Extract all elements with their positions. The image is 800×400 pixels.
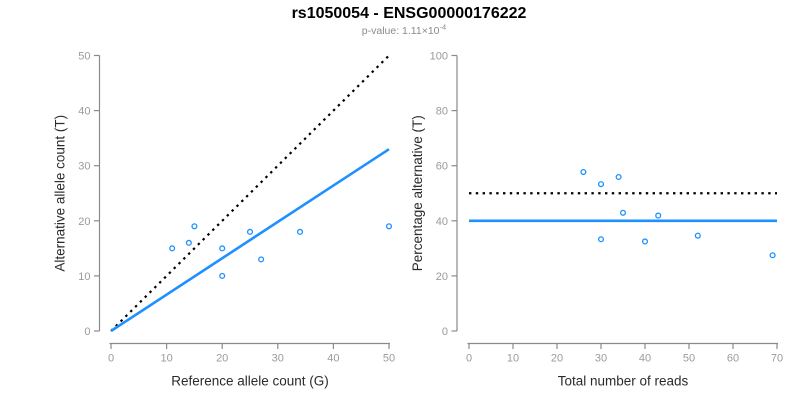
x-tick-label: 40 [327,353,339,365]
data-point [655,212,662,219]
data-point [258,256,265,263]
data-point [641,238,649,245]
y-tick-label: 30 [78,161,90,173]
x-tick-label: 20 [551,353,563,365]
x-axis-title: Total number of reads [558,374,689,389]
y-tick-label: 40 [436,216,448,228]
data-point [385,223,393,230]
y-axis-title: Alternative allele count (T) [53,115,68,272]
data-point [597,181,605,188]
y-tick-label: 60 [436,161,448,173]
x-tick-label: 70 [771,353,783,365]
x-tick-label: 60 [727,353,739,365]
identity-line [110,54,390,332]
figure-subtitle: p-value: 1.11×10-4 [4,22,800,37]
x-tick-label: 0 [466,353,472,365]
x-tick-label: 10 [160,353,172,365]
y-tick-label: 10 [78,271,90,283]
x-axis-title: Reference allele count (G) [171,374,329,389]
x-tick-label: 30 [272,353,284,365]
y-tick-label: 40 [78,106,90,118]
data-point [219,245,226,252]
x-tick-label: 50 [683,353,695,365]
data-point [169,245,176,252]
data-point [615,173,622,181]
figure-title: rs1050054 - ENSG00000176222 [291,5,527,22]
y-tick-label: 20 [78,216,90,228]
data-point [185,239,192,246]
left-plot: 0 10 20 30 40 50 0 10 20 30 40 50 Reference allele c… [53,51,396,389]
y-axis-title: Percentage alternative (T) [410,115,425,271]
data-point [296,228,304,235]
regression-line [110,148,390,333]
x-tick-label: 50 [383,353,395,365]
p-value-text: p-value: 1.11×10 [361,25,440,37]
right-plot: 0 20 40 60 80 100 0 10 20 30 40 50 60 70 Total number … [410,51,783,389]
x-tick-label: 30 [595,353,607,365]
x-tick-label: 0 [108,353,114,365]
y-tick-label: 0 [84,326,90,338]
y-tick-label: 20 [436,271,448,283]
data-point [694,232,701,239]
y-tick-label: 0 [442,326,448,338]
y-tick-label: 100 [430,51,448,63]
y-tick-label: 50 [78,51,90,63]
data-point [191,223,198,230]
data-point [580,168,587,176]
data-point [246,228,254,235]
x-tick-label: 20 [216,353,228,365]
data-point [619,209,627,216]
data-point [219,272,226,279]
data-point [597,236,605,243]
x-tick-label: 40 [639,353,651,365]
p-value-exponent: -4 [439,22,447,32]
x-tick-label: 10 [507,353,519,365]
y-tick-label: 80 [436,106,448,118]
data-point [769,252,776,259]
